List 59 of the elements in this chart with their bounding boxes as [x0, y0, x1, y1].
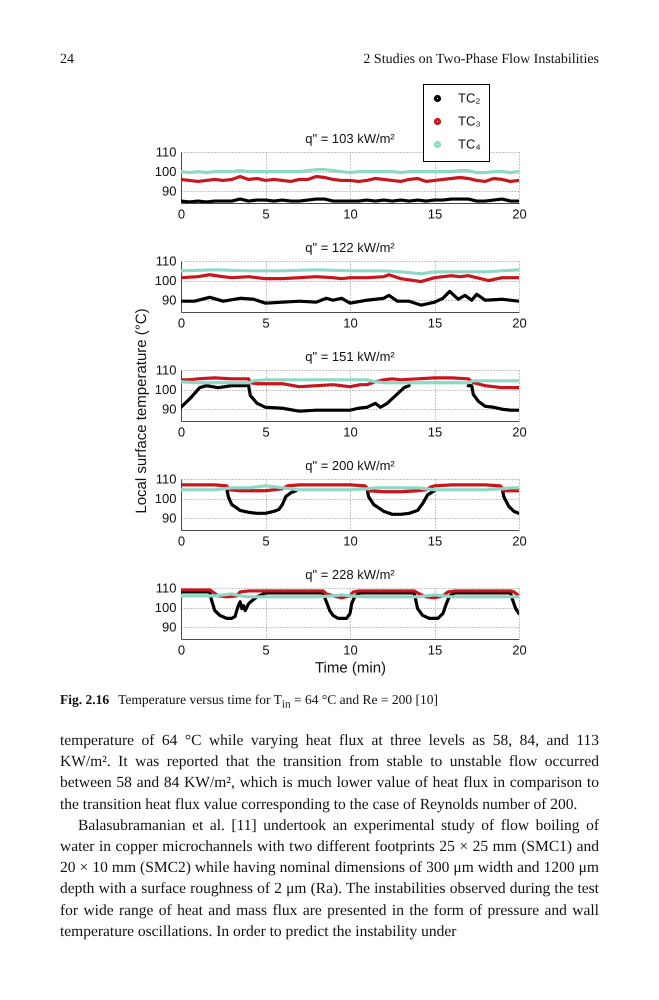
x-axis-title: Time (min) — [314, 660, 386, 676]
y-axis-title: Local surface temperature (°C) — [132, 308, 150, 514]
x-tick-label: 5 — [262, 424, 270, 440]
x-tick-label: 20 — [512, 206, 527, 222]
y-tick-label: 110 — [156, 254, 176, 268]
y-tick-label: 100 — [154, 164, 176, 180]
x-tick-label: 10 — [343, 316, 358, 330]
x-tick-label: 20 — [512, 424, 527, 440]
x-tick-label: 10 — [343, 642, 358, 658]
y-tick-label: 110 — [156, 144, 176, 160]
x-tick-label: 15 — [428, 642, 442, 658]
x-tick-label: 15 — [428, 206, 442, 222]
text: 2 Studies on Two-Phase Flow Instabilities — [363, 52, 599, 68]
x-tick-label: 5 — [262, 206, 270, 222]
legend-label: TC₂ — [458, 90, 480, 106]
x-tick-label: 20 — [512, 316, 527, 330]
line-series — [181, 290, 519, 307]
y-tick-label: 110 — [156, 362, 176, 378]
x-tick-label: 0 — [178, 316, 186, 330]
y-tick-label: 90 — [162, 402, 176, 417]
line-series — [181, 273, 519, 284]
text: Balasubramanian et al. [11] undertook an experimental study of flow boiling of water in copper microchannels with two different footprints 25 × 25 mm (SMC1) and 20 × 10 mm (SMC2) while having nominal dimensions of 300 μm width and 1200 μm depth with a surface roughness of 2 μm (Ra). The instabilities observed during the test for wide range of heat and mass flux are presented in the form of pressure and wall temperature oscillations. In order to predict the instability under — [60, 816, 599, 942]
y-tick-label: 90 — [162, 184, 176, 199]
chart-title: q" = 200 kW/m² — [305, 458, 396, 473]
text: temperature of 64 °C while varying heat flux at three levels as 58, 84, and 113 KW/m². It was reported that the transition from stable to unstable flow occurred between 58 and 84 KW/m², which is much lower value of heat flux in comparison to the transition heat flux value corresponding to the case of Reynolds number of 200. — [60, 731, 599, 815]
text: Temperature versus time for T$_{in}$ = 64 °C and Re = 200 [10] — [118, 692, 438, 711]
x-tick-label: 0 — [178, 424, 186, 440]
x-tick-label: 5 — [262, 642, 270, 658]
y-tick-label: 110 — [156, 472, 176, 486]
x-tick-label: 15 — [428, 424, 442, 440]
legend-label: TC₄ — [458, 136, 481, 152]
chart-title: q" = 228 kW/m² — [305, 567, 396, 582]
x-tick-label: 15 — [428, 534, 442, 548]
x-tick-label: 0 — [178, 206, 186, 222]
y-tick-label: 90 — [162, 510, 176, 526]
chart-title: q" = 151 kW/m² — [305, 349, 396, 364]
x-tick-label: 10 — [343, 206, 358, 222]
y-tick-label: 90 — [162, 620, 176, 635]
y-tick-label: 100 — [154, 382, 176, 398]
text: 24 — [60, 52, 74, 68]
y-tick-label: 90 — [162, 292, 176, 308]
y-tick-label: 110 — [156, 580, 176, 596]
y-tick-label: 100 — [154, 273, 176, 288]
y-tick-label: 100 — [154, 491, 176, 506]
chart-title: q" = 103 kW/m² — [305, 131, 396, 146]
x-tick-label: 10 — [343, 424, 358, 440]
x-tick-label: 0 — [178, 642, 186, 658]
x-tick-label: 20 — [512, 642, 527, 658]
caption: Fig. 2.16 — [60, 692, 110, 707]
x-tick-label: 0 — [178, 534, 186, 548]
x-tick-label: 15 — [428, 316, 442, 330]
x-tick-label: 10 — [343, 534, 358, 548]
x-tick-label: 20 — [512, 534, 527, 548]
legend-label: TC₃ — [458, 114, 481, 128]
line-series — [181, 376, 519, 390]
y-tick-label: 100 — [154, 600, 176, 616]
chart-title: q" = 122 kW/m² — [305, 240, 396, 255]
x-tick-label: 5 — [262, 534, 270, 548]
x-tick-label: 5 — [262, 316, 270, 330]
